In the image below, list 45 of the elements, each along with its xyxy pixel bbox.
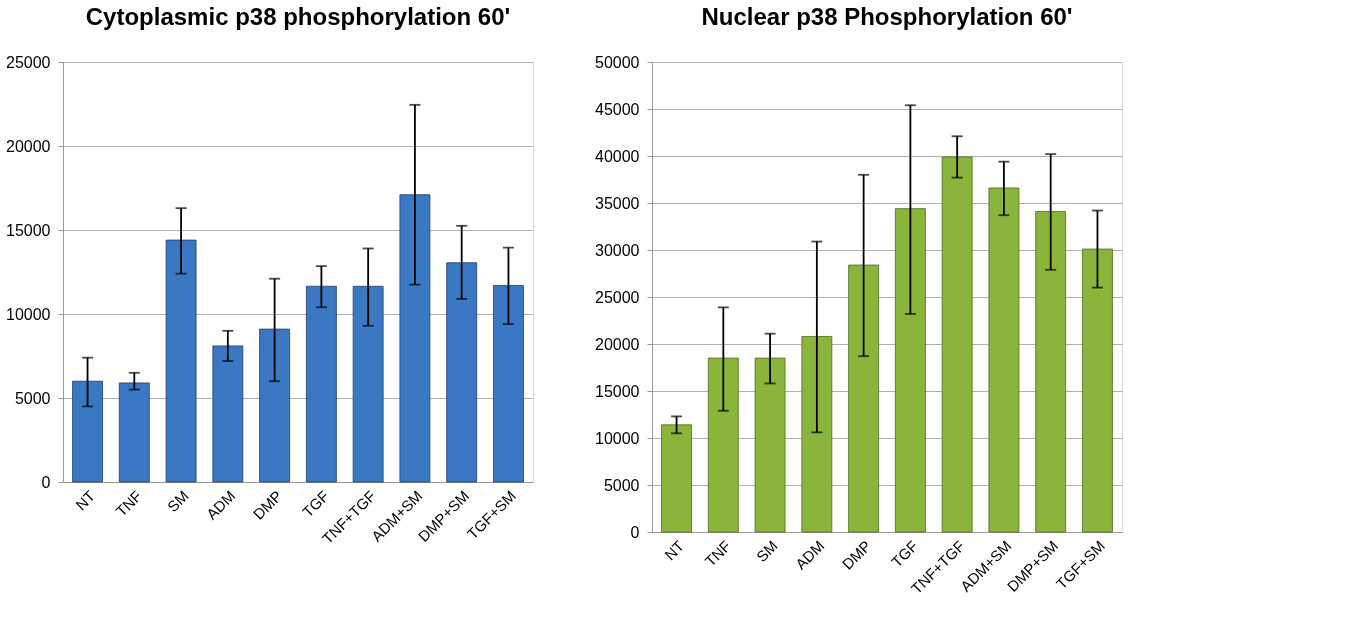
bar	[446, 262, 478, 483]
y-tick-label: 20000	[6, 137, 51, 155]
y-tick-label: 30000	[595, 241, 640, 259]
y-tick-label: 50000	[595, 53, 640, 71]
x-tick-label: NT	[72, 487, 99, 514]
bar	[165, 239, 197, 483]
bar	[848, 264, 880, 533]
y-tick-label: 45000	[595, 100, 640, 118]
x-tick-label: TNF	[112, 487, 145, 520]
y-tick-label: 5000	[14, 389, 51, 407]
x-tick-label: NT	[661, 537, 688, 564]
bar	[493, 285, 524, 483]
y-tick-label: 25000	[6, 53, 51, 71]
chart-title: Cytoplasmic p38 phosphorylation 60'	[85, 3, 511, 30]
bar	[72, 380, 103, 483]
x-tick-label: SM	[163, 487, 192, 516]
bar	[259, 328, 291, 483]
y-tick-label: 25000	[595, 288, 640, 306]
y-tick-label: 15000	[595, 382, 640, 400]
bar	[754, 357, 786, 533]
bar	[118, 382, 150, 483]
bar	[305, 285, 337, 483]
bar	[988, 187, 1020, 533]
bar	[707, 357, 739, 533]
bar	[894, 208, 926, 533]
y-tick-label: 15000	[6, 221, 51, 239]
y-tick-label: 35000	[595, 194, 640, 212]
bar	[352, 285, 384, 483]
bar	[1082, 248, 1113, 533]
x-tick-label: SM	[752, 537, 781, 566]
bar	[399, 194, 431, 483]
y-tick-label: 0	[630, 523, 640, 541]
bar	[661, 424, 692, 533]
chart-title: Nuclear p38 Phosphorylation 60'	[701, 3, 1073, 30]
y-tick-label: 20000	[595, 335, 640, 353]
bar	[941, 156, 973, 533]
y-tick-label: 0	[41, 473, 51, 491]
bar	[212, 345, 244, 483]
y-tick-label: 10000	[6, 305, 51, 323]
y-tick-label: 40000	[595, 147, 640, 165]
y-tick-label: 10000	[595, 429, 640, 447]
bar	[801, 336, 833, 533]
bar	[1035, 211, 1067, 533]
x-tick-label: TNF	[701, 537, 734, 570]
y-tick-label: 5000	[603, 476, 640, 494]
